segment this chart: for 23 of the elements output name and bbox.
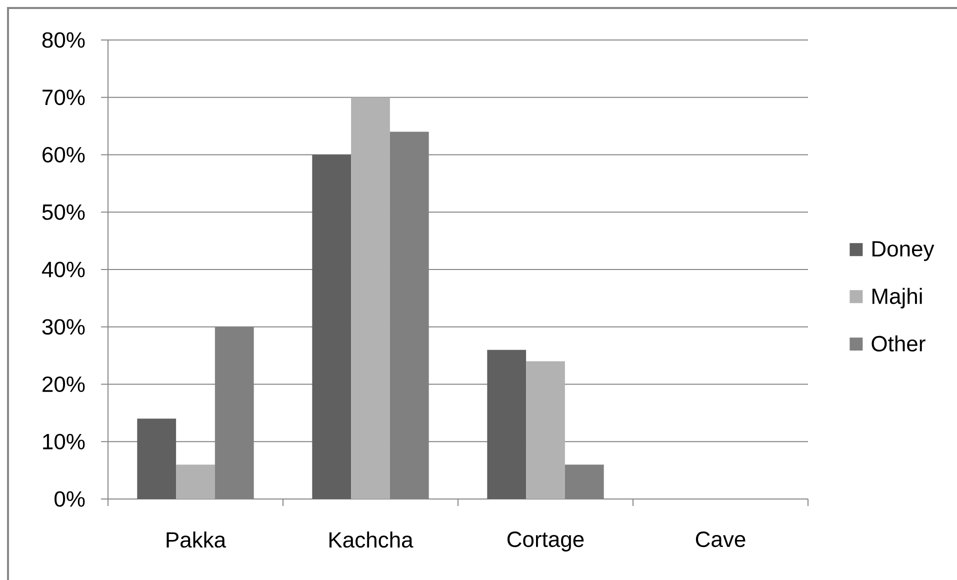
x-tick-label: Kachcha <box>330 532 414 548</box>
x-tick-label: Pakka <box>166 532 226 548</box>
y-tick-label: 0% <box>54 491 85 507</box>
y-tick-label: 20% <box>42 376 85 392</box>
bar <box>312 154 352 499</box>
bar <box>176 464 215 499</box>
y-tick-label: 40% <box>42 262 85 278</box>
bar <box>564 464 604 499</box>
bar <box>487 350 526 499</box>
legend-label: Doney <box>872 241 934 261</box>
y-tick-label: 80% <box>42 32 85 48</box>
bar <box>526 361 565 499</box>
bar <box>137 418 176 499</box>
y-tick-label: 50% <box>42 204 85 220</box>
y-tick-label: 60% <box>42 146 85 163</box>
y-tick-label: 10% <box>43 434 85 450</box>
legend-label: Majhi <box>872 288 922 308</box>
x-tick-label: Cave <box>696 532 746 548</box>
bar <box>351 97 390 499</box>
y-tick-label: 70% <box>42 90 85 106</box>
legend-label: Other <box>872 335 926 352</box>
y-tick-label: 30% <box>42 319 85 335</box>
x-tick-label: Cortage <box>507 532 584 552</box>
